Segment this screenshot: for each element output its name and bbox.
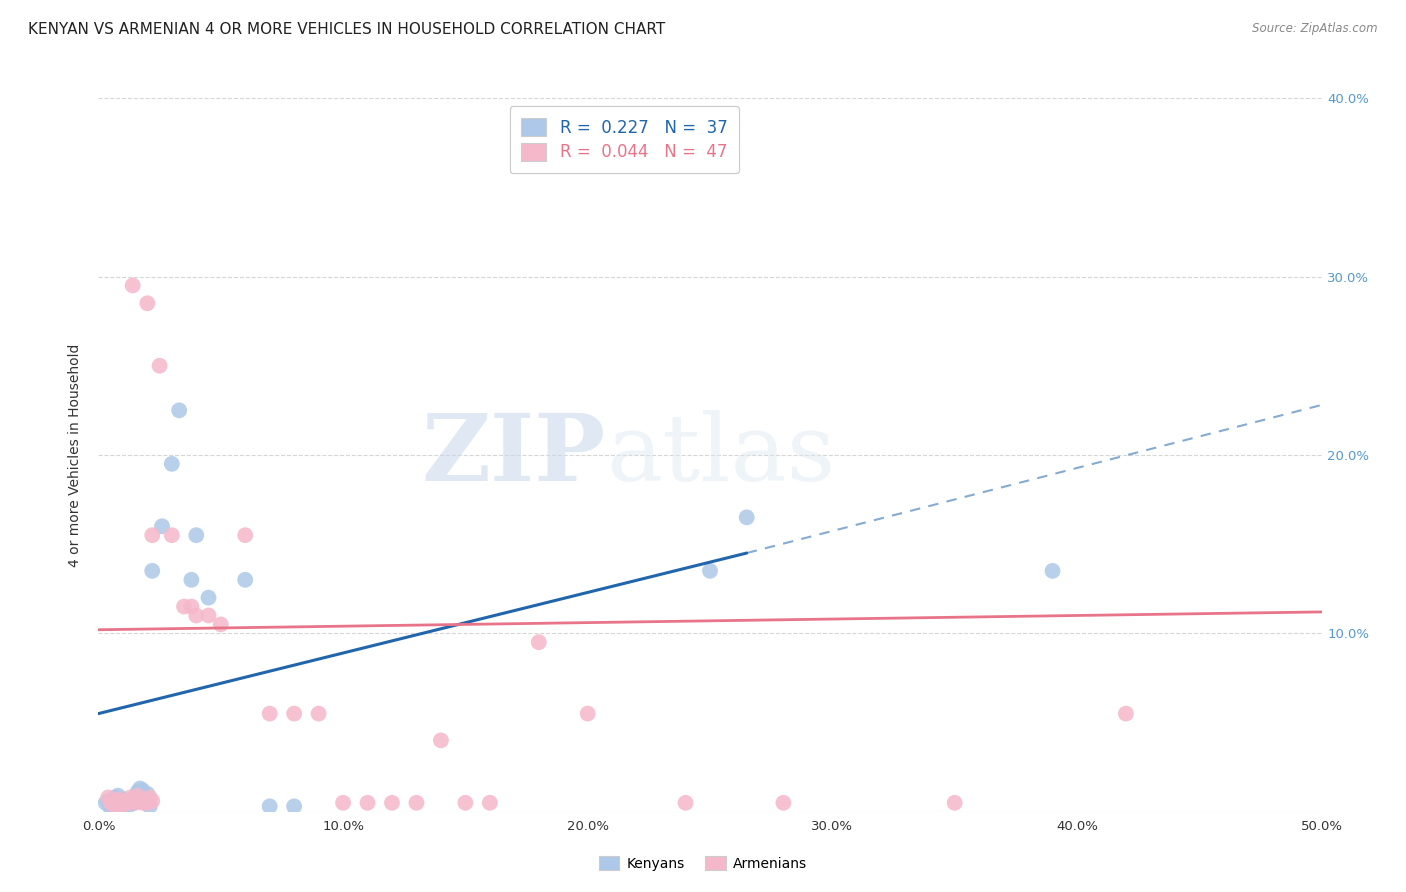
Point [100,797,122,812]
Point [283,799,305,814]
Point [478,796,501,810]
Point [117,794,139,808]
Point [259,799,281,814]
Point [283,706,305,721]
Point [100,796,122,810]
Point [131,783,153,797]
Legend: R =  0.227   N =  37, R =  0.044   N =  47: R = 0.227 N = 37, R = 0.044 N = 47 [510,106,740,173]
Point [124,790,146,805]
Text: ZIP: ZIP [422,410,606,500]
Point [167,403,190,417]
Point [101,799,124,814]
Point [160,528,183,542]
Point [381,796,404,810]
Point [134,792,156,806]
Point [104,796,127,810]
Point [233,528,256,542]
Point [101,792,124,806]
Point [180,599,202,614]
Text: Source: ZipAtlas.com: Source: ZipAtlas.com [1253,22,1378,36]
Point [1042,564,1064,578]
Point [430,733,453,747]
Point [107,796,129,810]
Point [173,599,195,614]
Point [129,781,152,796]
Point [114,796,136,810]
Point [141,528,163,542]
Point [180,573,202,587]
Point [141,564,163,578]
Point [110,796,132,810]
Point [308,706,330,721]
Point [186,608,208,623]
Point [110,794,132,808]
Point [107,792,129,806]
Point [150,519,173,533]
Point [111,799,134,814]
Point [104,794,127,808]
Point [209,617,232,632]
Point [160,457,183,471]
Point [97,794,120,808]
Text: atlas: atlas [606,410,835,500]
Point [136,296,159,310]
Point [197,608,219,623]
Point [120,790,142,805]
Point [127,785,149,799]
Point [772,796,794,810]
Point [129,794,152,808]
Point [100,801,122,815]
Point [139,790,162,805]
Point [186,528,208,542]
Point [127,789,149,803]
Point [332,796,354,810]
Point [97,790,120,805]
Point [121,278,143,293]
Point [139,799,162,814]
Point [1115,706,1137,721]
Point [735,510,758,524]
Point [699,564,721,578]
Point [527,635,550,649]
Point [111,797,134,812]
Point [259,706,281,721]
Point [197,591,219,605]
Point [114,794,136,808]
Point [149,359,172,373]
Point [141,794,163,808]
Point [104,790,127,805]
Point [454,796,477,810]
Point [107,789,129,803]
Point [124,796,146,810]
Point [120,797,142,812]
Point [101,797,124,812]
Point [117,796,139,810]
Text: KENYAN VS ARMENIAN 4 OR MORE VEHICLES IN HOUSEHOLD CORRELATION CHART: KENYAN VS ARMENIAN 4 OR MORE VEHICLES IN… [28,22,665,37]
Point [110,797,132,812]
Point [576,706,599,721]
Point [136,787,159,801]
Point [233,573,256,587]
Point [356,796,378,810]
Legend: Kenyans, Armenians: Kenyans, Armenians [593,850,813,876]
Point [675,796,697,810]
Point [405,796,427,810]
Point [131,796,153,810]
Point [94,796,117,810]
Y-axis label: 4 or more Vehicles in Household: 4 or more Vehicles in Household [67,343,82,566]
Point [121,796,143,810]
Point [107,799,129,814]
Point [943,796,966,810]
Point [121,792,143,806]
Point [136,796,159,810]
Point [111,792,134,806]
